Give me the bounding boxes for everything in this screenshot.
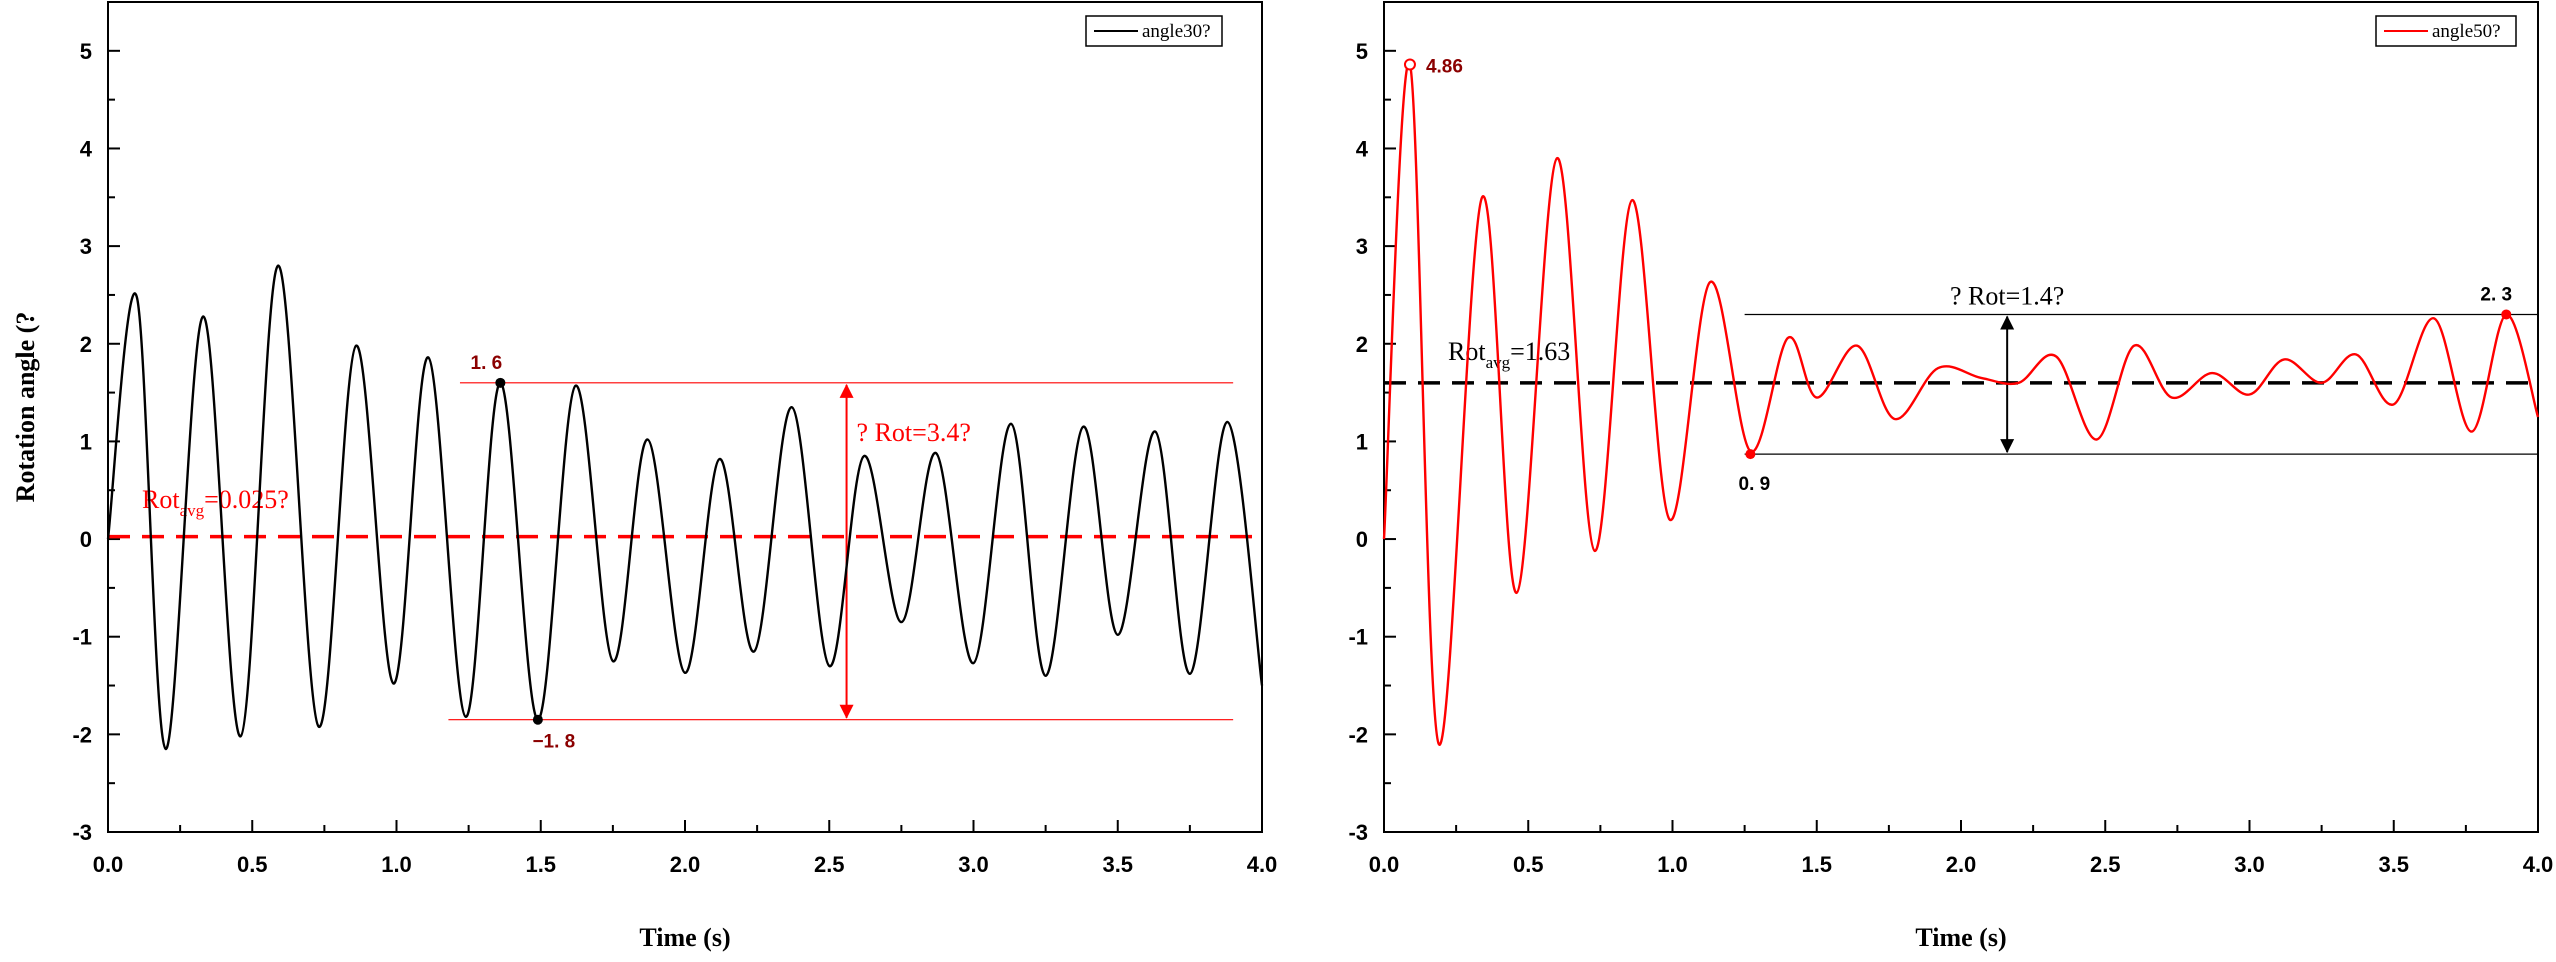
y-tick-label: 4 — [1356, 136, 1369, 161]
x-tick-label: 3.0 — [2234, 852, 2265, 877]
average-label-subscript: avg — [180, 501, 205, 520]
y-tick-label: 0 — [1356, 527, 1368, 552]
x-tick-label: 0.0 — [93, 852, 124, 877]
y-tick-label: 5 — [80, 39, 92, 64]
peak-point-marker — [1403, 58, 1416, 71]
chart-panel-1: -3 -2 -1 0 1 2 3 4 5 0.0 0.5 1.0 1.5 2.0 2.5 3.0 3.5 4.0 T… — [11, 1, 1278, 952]
average-label-value: =0.025? — [204, 485, 289, 514]
y-tick-label: 3 — [80, 234, 92, 259]
y-tick-label: 0 — [80, 527, 92, 552]
series-line-1 — [1382, 61, 2540, 746]
x-tick-label: 2.5 — [2090, 852, 2121, 877]
plot-frame — [107, 1, 1263, 833]
x-tick-label: 1.5 — [1801, 852, 1832, 877]
max-point-marker — [2501, 309, 2512, 320]
y-tick-label: 1 — [80, 429, 92, 454]
y-tick-label: -1 — [1348, 625, 1368, 650]
y-tick-label: 5 — [1356, 39, 1368, 64]
max-point-label: 1. 6 — [471, 353, 503, 374]
x-tick-label: 3.0 — [958, 852, 989, 877]
x-tick-label: 4.0 — [2523, 852, 2554, 877]
range-label: ? Rot=3.4? — [857, 418, 971, 447]
series-line-1 — [106, 264, 1264, 751]
y-tick-label: -2 — [72, 722, 92, 747]
x-axis-title: Time (s) — [1915, 923, 2006, 952]
x-tick-label: 3.5 — [2378, 852, 2409, 877]
y-tick-label: 3 — [1356, 234, 1368, 259]
range-label: ? Rot=1.4? — [1950, 281, 2064, 310]
x-tick-label: 2.0 — [670, 852, 701, 877]
y-tick-label: 2 — [80, 332, 92, 357]
range-arrow-head-up — [2000, 315, 2015, 330]
x-tick-label: 3.5 — [1102, 852, 1133, 877]
y-tick-label: 4 — [80, 136, 93, 161]
max-point-label: 2. 3 — [2480, 284, 2512, 305]
y-tick-label: -1 — [72, 625, 92, 650]
min-point-label: −1. 8 — [532, 732, 575, 753]
x-axis-title: Time (s) — [639, 923, 730, 952]
x-tick-label: 0.5 — [1513, 852, 1544, 877]
y-tick-label: 2 — [1356, 332, 1368, 357]
peak-point-label: 4.86 — [1426, 56, 1463, 77]
x-tick-label: 4.0 — [1247, 852, 1278, 877]
x-tick-label: 2.0 — [1946, 852, 1977, 877]
y-tick-label: -3 — [72, 820, 92, 845]
min-point-marker — [1745, 449, 1756, 460]
range-arrow-head-down — [2000, 439, 2015, 454]
range-arrow-head-up — [839, 383, 854, 398]
min-point-marker — [532, 714, 543, 725]
x-tick-label: 0.0 — [1369, 852, 1400, 877]
plot-frame — [1383, 1, 2539, 833]
x-tick-label: 1.0 — [1657, 852, 1688, 877]
y-axis-title: Rotation angle (? — [11, 312, 40, 503]
min-point-label: 0. 9 — [1739, 474, 1771, 495]
x-tick-label: 1.5 — [525, 852, 556, 877]
average-label: Rotavg=0.025? — [142, 485, 289, 520]
legend-entry: angle30? — [1142, 21, 1211, 42]
max-point-marker — [495, 377, 506, 388]
x-tick-label: 2.5 — [814, 852, 845, 877]
legend-entry: angle50? — [2432, 21, 2501, 42]
y-tick-label: 1 — [1356, 429, 1368, 454]
chart-panel-2: -3 -2 -1 0 1 2 3 4 5 0.0 0.5 1.0 1.5 2.0 2.5 3.0 3.5 4.0 T… — [1348, 1, 2554, 952]
x-tick-label: 1.0 — [381, 852, 412, 877]
y-tick-label: -2 — [1348, 722, 1368, 747]
range-arrow-head-down — [839, 704, 854, 719]
x-tick-label: 0.5 — [237, 852, 268, 877]
average-label-value: =1.63 — [1510, 337, 1570, 366]
y-tick-label: -3 — [1348, 820, 1368, 845]
